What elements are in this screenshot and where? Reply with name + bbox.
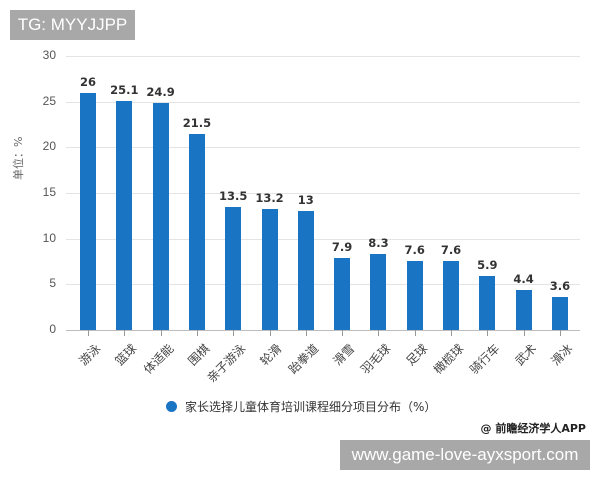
gridline <box>66 101 580 103</box>
bar <box>370 254 387 330</box>
x-tick <box>269 330 271 336</box>
y-tick-label: 25 <box>42 93 56 108</box>
y-tick-label: 15 <box>42 185 56 199</box>
source-credit: @ 前瞻经济学人APP <box>480 422 586 435</box>
bar-value-label: 5.9 <box>477 258 498 273</box>
x-category-label: 跆拳道 <box>285 341 322 377</box>
legend-label: 家长选择儿童体育培训课程细分项目分布（%） <box>185 400 437 414</box>
bar <box>152 102 169 330</box>
bar-value-label: 25.1 <box>110 82 139 97</box>
bar-value-label: 13 <box>297 193 314 208</box>
x-tick <box>523 330 525 336</box>
legend: 家长选择儿童体育培训课程细分项目分布（%） <box>166 398 436 415</box>
bar-value-label: 8.3 <box>368 236 389 251</box>
x-axis-line <box>66 330 580 331</box>
x-tick <box>451 330 452 336</box>
y-tick-label: 10 <box>42 230 56 245</box>
gridline <box>66 193 580 194</box>
bar-value-label: 7.6 <box>440 242 462 257</box>
x-category-label: 滑雪 <box>330 341 358 369</box>
x-category-label: 围棋 <box>185 341 213 369</box>
bar <box>479 276 496 330</box>
x-category-label: 游泳 <box>76 341 104 369</box>
x-tick <box>342 330 344 336</box>
y-axis-label: 单位：% <box>12 136 25 180</box>
x-category-label: 武术 <box>512 341 539 369</box>
y-tick-label: 0 <box>49 322 56 336</box>
bar <box>225 206 242 330</box>
x-tick <box>88 330 89 336</box>
x-category-label: 亲子游泳 <box>204 341 249 386</box>
gridline <box>66 147 580 149</box>
bar <box>551 297 568 330</box>
bar <box>116 100 133 330</box>
bar-value-label: 13.2 <box>255 191 284 206</box>
x-category-label: 滑冰 <box>548 341 576 369</box>
x-category-label: 篮球 <box>112 341 140 369</box>
x-category-label: 体适能 <box>140 341 176 377</box>
x-tick <box>305 330 307 336</box>
bar-value-label: 21.5 <box>182 115 212 130</box>
bar <box>406 260 423 330</box>
bar-value-label: 13.5 <box>219 188 248 203</box>
y-tick-label: 30 <box>42 48 56 62</box>
bar <box>515 289 532 330</box>
bar <box>188 133 205 330</box>
bar <box>297 211 314 330</box>
x-category-label: 足球 <box>403 341 431 369</box>
bar-value-label: 3.6 <box>549 279 571 294</box>
x-tick <box>414 330 416 336</box>
x-tick <box>559 330 561 336</box>
x-category-label: 骑行车 <box>467 341 503 377</box>
x-tick <box>487 330 489 336</box>
tg-badge: TG: MYYJJPP <box>10 10 135 40</box>
bar <box>80 92 96 330</box>
x-tick <box>378 330 380 336</box>
bar-value-label: 26 <box>79 74 96 89</box>
x-tick <box>196 330 198 336</box>
bar <box>261 209 278 330</box>
gridline <box>66 238 580 240</box>
bar <box>443 260 459 330</box>
bar-value-label: 24.9 <box>146 84 175 99</box>
watermark-url: www.game-love-ayxsport.com <box>340 440 590 470</box>
bar-value-label: 7.9 <box>331 239 353 254</box>
bar-value-label: 4.4 <box>513 271 534 286</box>
x-tick <box>233 330 235 336</box>
x-tick <box>124 330 126 336</box>
x-category-label: 橄榄球 <box>430 341 467 377</box>
x-tick <box>160 330 162 336</box>
y-tick-label: 20 <box>42 139 56 154</box>
x-category-label: 轮滑 <box>257 341 285 369</box>
y-tick-label: 5 <box>49 276 56 291</box>
bar-value-label: 7.6 <box>404 242 425 257</box>
legend-marker-icon <box>166 401 177 412</box>
gridline <box>66 56 580 57</box>
bar <box>334 257 351 330</box>
x-category-label: 羽毛球 <box>358 341 394 377</box>
gridline <box>66 284 580 286</box>
